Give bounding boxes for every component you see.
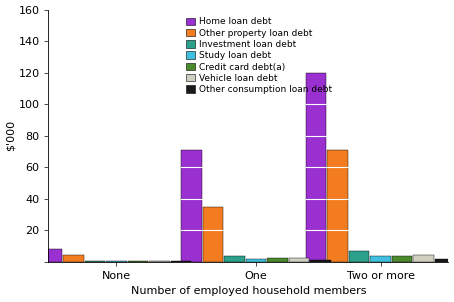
X-axis label: Number of employed household members: Number of employed household members [131, 286, 366, 297]
Bar [289, 258, 310, 262]
Y-axis label: $'000: $'000 [5, 120, 15, 151]
Bar [413, 255, 434, 262]
Bar [246, 259, 266, 262]
Bar [306, 73, 326, 262]
Bar [63, 255, 84, 262]
Bar [327, 150, 348, 262]
Bar [434, 259, 454, 262]
Bar [370, 255, 391, 262]
Legend: Home loan debt, Other property loan debt, Investment loan debt, Study loan debt,: Home loan debt, Other property loan debt… [185, 17, 333, 95]
Bar [181, 150, 202, 262]
Bar [310, 260, 331, 262]
Bar [392, 255, 412, 262]
Bar [267, 258, 288, 262]
Bar [224, 256, 245, 262]
Bar [41, 249, 62, 262]
Bar [349, 251, 370, 262]
Bar [202, 207, 223, 262]
